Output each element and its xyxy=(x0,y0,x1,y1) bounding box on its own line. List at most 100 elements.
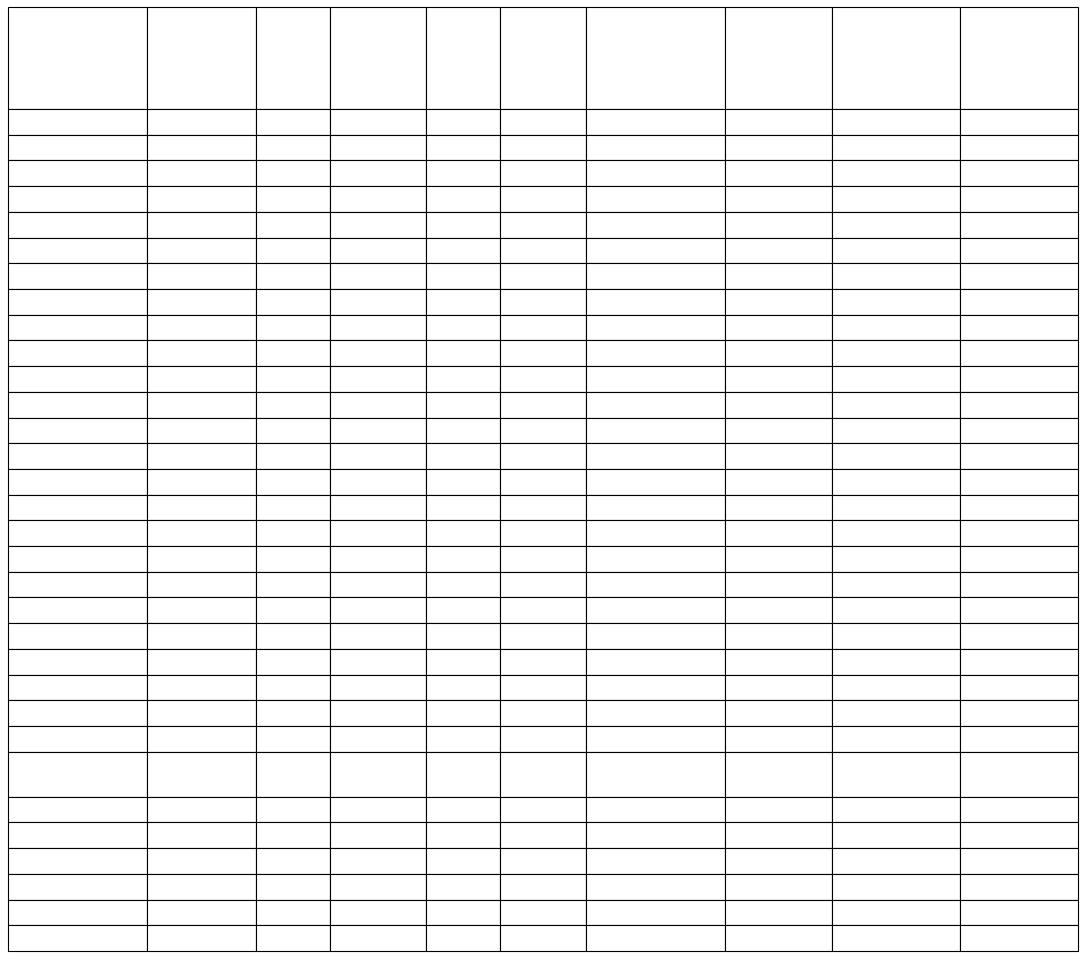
Text: 1: 1 xyxy=(375,855,381,867)
Text: 2.5E-15: 2.5E-15 xyxy=(355,116,401,129)
Text: 0.0083: 0.0083 xyxy=(522,322,564,334)
Text: 8: 8 xyxy=(652,656,659,669)
Text: 12: 12 xyxy=(771,733,786,745)
Text: 1: 1 xyxy=(375,828,381,842)
Text: 1.73: 1.73 xyxy=(280,296,306,309)
Text: 7: 7 xyxy=(652,681,659,694)
Text: 4: 4 xyxy=(652,803,659,816)
Text: 226206_at: 226206_at xyxy=(47,656,109,669)
Text: 1562979_at: 1562979_at xyxy=(42,828,113,842)
Text: 202087_s_at: 202087_s_at xyxy=(40,707,115,720)
Text: 45: 45 xyxy=(889,707,904,720)
Text: 13: 13 xyxy=(771,553,786,566)
Text: 0.99998: 0.99998 xyxy=(354,803,402,816)
Text: 242358_at: 242358_at xyxy=(47,476,109,488)
Text: 4.4E-05: 4.4E-05 xyxy=(355,578,401,591)
Text: 8: 8 xyxy=(652,733,659,745)
Text: 12: 12 xyxy=(771,322,786,334)
Text: 0.99997: 0.99997 xyxy=(354,906,402,919)
Text: 1.15: 1.15 xyxy=(280,553,306,566)
Text: # of cell lines
with >2-fold
change
(p<0.01): # of cell lines with >2-fold change (p<0… xyxy=(851,28,942,89)
Text: 306: 306 xyxy=(1008,681,1031,694)
Text: 0.00092: 0.00092 xyxy=(354,707,402,720)
Text: 13: 13 xyxy=(771,244,786,258)
Text: 0.00201: 0.00201 xyxy=(519,347,567,360)
Text: 1: 1 xyxy=(375,733,381,745)
Text: 8: 8 xyxy=(652,828,659,842)
Text: 8: 8 xyxy=(652,502,659,515)
Text: 1.4E-09: 1.4E-09 xyxy=(355,681,401,694)
Text: 0.00672: 0.00672 xyxy=(519,424,567,437)
Text: 11: 11 xyxy=(771,828,786,842)
Text: 220935_s_at: 220935_s_at xyxy=(40,347,115,360)
Text: 34: 34 xyxy=(889,828,904,842)
Text: 229: 229 xyxy=(1008,219,1031,232)
Text: 1554220_a_at: 1554220_a_at xyxy=(36,451,119,463)
Text: 3.68: 3.68 xyxy=(450,527,476,540)
Text: 13: 13 xyxy=(771,605,786,617)
Text: 2: 2 xyxy=(459,270,467,283)
Text: 222: 222 xyxy=(1008,116,1031,129)
Text: 1.96: 1.96 xyxy=(450,656,476,669)
Text: 13: 13 xyxy=(771,855,786,867)
Text: 7: 7 xyxy=(652,476,659,488)
Text: SLC6A6: SLC6A6 xyxy=(179,424,224,437)
Text: 2.07: 2.07 xyxy=(280,244,306,258)
Text: Unknown: Unknown xyxy=(174,828,229,842)
Text: 12: 12 xyxy=(771,399,786,412)
Text: 2.46: 2.46 xyxy=(450,733,476,745)
Text: 3.02: 3.02 xyxy=(450,803,476,816)
Text: 1.99: 1.99 xyxy=(450,630,476,642)
Text: 6: 6 xyxy=(652,880,659,893)
Text: 50: 50 xyxy=(889,656,904,669)
Text: 224973_at: 224973_at xyxy=(47,219,109,232)
Text: 13: 13 xyxy=(771,141,786,155)
Text: Unknown: Unknown xyxy=(174,476,229,488)
Text: 16: 16 xyxy=(889,451,904,463)
Text: SLC45A4: SLC45A4 xyxy=(175,681,228,694)
Text: 8: 8 xyxy=(652,244,659,258)
Text: 1.05: 1.05 xyxy=(280,656,306,669)
Text: 13: 13 xyxy=(771,116,786,129)
Text: 13: 13 xyxy=(771,768,786,781)
Text: 38: 38 xyxy=(889,373,904,386)
Text: 39: 39 xyxy=(889,553,904,566)
Text: 13: 13 xyxy=(771,707,786,720)
Text: -2.57: -2.57 xyxy=(278,931,308,945)
Text: 36: 36 xyxy=(889,219,904,232)
Text: CPS1: CPS1 xyxy=(187,193,216,206)
Text: 7: 7 xyxy=(652,296,659,309)
Text: 0.00258: 0.00258 xyxy=(519,768,567,781)
Text: 0.00014: 0.00014 xyxy=(354,476,402,488)
Text: 8: 8 xyxy=(652,270,659,283)
Text: 9: 9 xyxy=(652,768,659,781)
Text: 4: 4 xyxy=(775,347,783,360)
Text: 1.73: 1.73 xyxy=(280,322,306,334)
Text: 2.15: 2.15 xyxy=(450,855,476,867)
Text: PTP4A1: PTP4A1 xyxy=(179,630,224,642)
Text: 13: 13 xyxy=(771,451,786,463)
Text: 313: 313 xyxy=(1008,733,1031,745)
Text: 0.00123: 0.00123 xyxy=(519,733,567,745)
Text: 243888_at: 243888_at xyxy=(47,880,109,893)
Text: 0.00661: 0.00661 xyxy=(519,656,567,669)
Text: 5: 5 xyxy=(893,347,900,360)
Text: 6.1E-08: 6.1E-08 xyxy=(355,322,401,334)
Text: 208078_s_at: 208078_s_at xyxy=(40,322,115,334)
Text: 315: 315 xyxy=(1008,424,1031,437)
Text: 200731_s_at: 200731_s_at xyxy=(40,373,115,386)
Text: 2.18: 2.18 xyxy=(450,141,476,155)
Text: 303: 303 xyxy=(1008,296,1031,309)
Text: 2.03: 2.03 xyxy=(450,605,476,617)
Text: -1.57: -1.57 xyxy=(278,880,308,893)
Text: 17: 17 xyxy=(889,803,904,816)
Text: CDK5RAP2: CDK5RAP2 xyxy=(171,347,232,360)
Text: 0.00365: 0.00365 xyxy=(519,168,567,180)
Text: 164: 164 xyxy=(1008,347,1031,360)
Text: 0.00112: 0.00112 xyxy=(519,399,567,412)
Text: 0.00181: 0.00181 xyxy=(519,681,567,694)
Text: 205: 205 xyxy=(1008,527,1031,540)
Text: 158: 158 xyxy=(1008,399,1031,412)
Text: 49: 49 xyxy=(889,906,904,919)
Text: 7: 7 xyxy=(652,553,659,566)
